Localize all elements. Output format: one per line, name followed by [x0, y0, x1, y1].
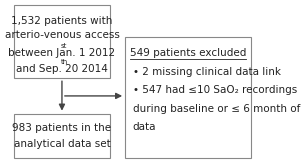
FancyBboxPatch shape: [125, 37, 251, 158]
FancyBboxPatch shape: [14, 114, 110, 158]
Text: • 547 had ≤10 SaO₂ recordings: • 547 had ≤10 SaO₂ recordings: [132, 85, 297, 95]
Text: data: data: [132, 122, 156, 132]
Text: 1,532 patients with: 1,532 patients with: [11, 16, 113, 26]
Text: th: th: [61, 59, 68, 65]
Text: between Jan. 1 2012: between Jan. 1 2012: [8, 48, 116, 58]
Text: and Sep. 20 2014: and Sep. 20 2014: [16, 64, 108, 74]
Text: during baseline or ≤ 6 month of: during baseline or ≤ 6 month of: [132, 104, 300, 114]
Text: • 2 missing clinical data link: • 2 missing clinical data link: [132, 67, 281, 77]
FancyBboxPatch shape: [14, 5, 110, 78]
Text: analytical data set: analytical data set: [14, 139, 110, 149]
Text: 549 patients excluded: 549 patients excluded: [130, 48, 246, 58]
Text: 983 patients in the: 983 patients in the: [12, 123, 111, 133]
Text: arterio-venous access: arterio-venous access: [5, 30, 120, 40]
Text: st: st: [60, 43, 67, 49]
